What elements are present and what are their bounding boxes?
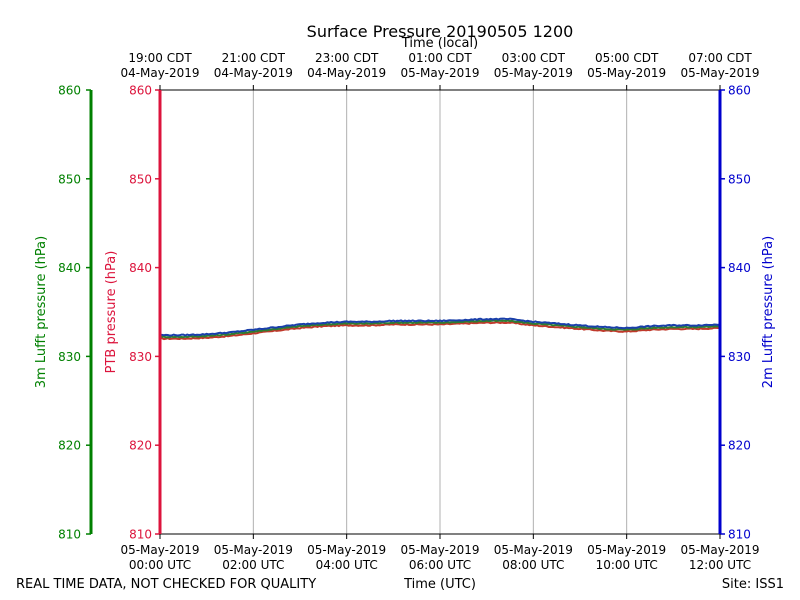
x-tick-label-utc-date: 05-May-2019 — [214, 543, 293, 557]
x-tick-label-utc-date: 05-May-2019 — [400, 543, 479, 557]
ptb-y-tick-label: 840 — [129, 261, 152, 275]
lufft-3m-y-tick-label: 850 — [58, 172, 81, 186]
axes — [89, 89, 722, 535]
ptb-y-tick-label: 810 — [129, 528, 152, 542]
x-tick-label-utc-time: 06:00 UTC — [409, 558, 471, 572]
lufft-3m-y-tick-label: 840 — [58, 261, 81, 275]
x-tick-label-local-date: 05-May-2019 — [680, 66, 759, 80]
x-tick-label-utc-time: 08:00 UTC — [502, 558, 564, 572]
grid-lines — [252, 90, 628, 534]
x-tick-label-utc-time: 02:00 UTC — [222, 558, 284, 572]
ptb-y-tick-label: 850 — [129, 172, 152, 186]
x-tick-label-utc-date: 05-May-2019 — [120, 543, 199, 557]
series-lines — [159, 317, 721, 341]
x-tick-label-local-time: 03:00 CDT — [502, 51, 566, 65]
series-line-lufft_2m — [159, 317, 721, 337]
y-axis-label-2m-lufft: 2m Lufft pressure (hPa) — [761, 236, 776, 388]
chart-title: Surface Pressure 20190505 1200 — [307, 22, 574, 41]
lufft-2m-y-tick-label: 850 — [728, 172, 751, 186]
ptb-y-tick-label: 860 — [129, 84, 152, 98]
site-label: Site: ISS1 — [722, 577, 784, 592]
x-tick-label-local-date: 05-May-2019 — [400, 66, 479, 80]
lufft-3m-y-tick-label: 860 — [58, 84, 81, 98]
ptb-y-tick-label: 830 — [129, 350, 152, 364]
lufft-2m-y-tick-label: 810 — [728, 528, 751, 542]
x-tick-label-utc-time: 00:00 UTC — [129, 558, 191, 572]
x-tick-label-utc-date: 05-May-2019 — [587, 543, 666, 557]
top-axis-label: Time (local) — [401, 36, 478, 51]
x-tick-label-local-time: 01:00 CDT — [408, 51, 472, 65]
x-tick-label-utc-time: 12:00 UTC — [689, 558, 751, 572]
lufft-3m-y-tick-label: 820 — [58, 439, 81, 453]
lufft-3m-y-tick-label: 830 — [58, 350, 81, 364]
x-tick-label-local-time: 05:00 CDT — [595, 51, 659, 65]
lufft-2m-y-tick-label: 860 — [728, 84, 751, 98]
x-tick-label-local-time: 07:00 CDT — [688, 51, 752, 65]
lufft-2m-y-tick-label: 830 — [728, 350, 751, 364]
series-line-ptb — [159, 321, 721, 341]
lufft-2m-y-tick-label: 840 — [728, 261, 751, 275]
x-tick-label-utc-time: 10:00 UTC — [596, 558, 658, 572]
ptb-y-tick-label: 820 — [129, 439, 152, 453]
series-line-lufft_3m — [159, 319, 721, 339]
x-tick-label-local-date: 04-May-2019 — [120, 66, 199, 80]
lufft-3m-y-tick-label: 810 — [58, 528, 81, 542]
x-tick-label-utc-time: 04:00 UTC — [316, 558, 378, 572]
x-tick-label-local-time: 23:00 CDT — [315, 51, 379, 65]
x-tick-label-local-date: 04-May-2019 — [307, 66, 386, 80]
tick-marks: 810 810 810 820 820 820 830 830 830 840 840 840 850 8… — [58, 51, 759, 572]
quality-disclaimer: REAL TIME DATA, NOT CHECKED FOR QUALITY — [16, 577, 316, 592]
y-axis-label-ptb: PTB pressure (hPa) — [104, 251, 119, 374]
y-axis-label-3m-lufft: 3m Lufft pressure (hPa) — [34, 236, 49, 388]
x-tick-label-local-time: 21:00 CDT — [222, 51, 286, 65]
x-tick-label-local-date: 04-May-2019 — [214, 66, 293, 80]
x-tick-label-utc-date: 05-May-2019 — [307, 543, 386, 557]
x-tick-label-local-time: 19:00 CDT — [128, 51, 192, 65]
x-tick-label-utc-date: 05-May-2019 — [680, 543, 759, 557]
lufft-2m-y-tick-label: 820 — [728, 439, 751, 453]
x-axis-label: Time (UTC) — [403, 577, 476, 592]
x-tick-label-local-date: 05-May-2019 — [587, 66, 666, 80]
x-tick-label-local-date: 05-May-2019 — [494, 66, 573, 80]
x-tick-label-utc-date: 05-May-2019 — [494, 543, 573, 557]
